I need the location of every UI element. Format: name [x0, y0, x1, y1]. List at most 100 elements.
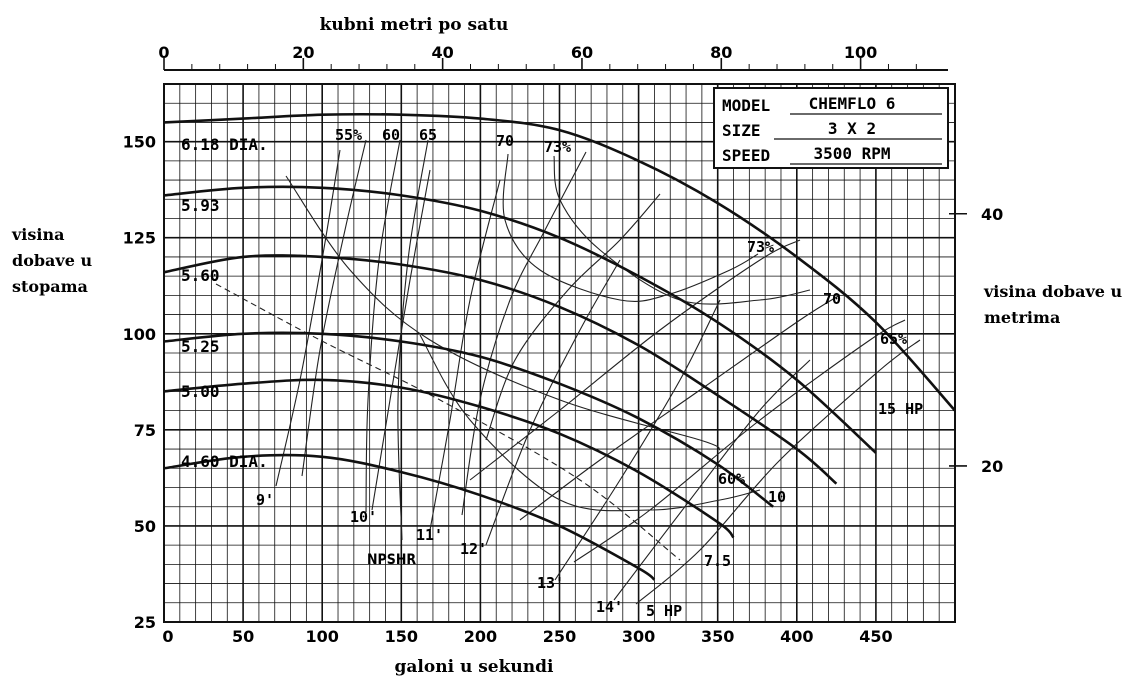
x-tick-label: 50: [232, 627, 254, 646]
impeller-label: 5.25: [181, 337, 220, 356]
info-box: MODEL CHEMFLO 6 SIZE 3 X 2 SPEED 3500 RP…: [713, 87, 949, 169]
npshr-label: 9': [256, 491, 274, 509]
y-axis-title-line-1: visina: [11, 225, 64, 244]
power-label: 5 HP: [646, 602, 682, 620]
efficiency-label: 65: [419, 126, 437, 144]
top-tick-label: 80: [710, 43, 732, 62]
efficiency-label: 60: [382, 126, 400, 144]
secondary-curve: [485, 193, 661, 441]
model-label: MODEL: [722, 96, 770, 115]
x-tick-label: 150: [385, 627, 418, 646]
top-tick-label: 60: [571, 43, 593, 62]
head-curve-2: [163, 185, 877, 454]
right-tick-label: 20: [981, 457, 1003, 476]
y-tick-label: 100: [123, 325, 156, 344]
secondary-curve: [215, 283, 681, 561]
speed-label: SPEED: [722, 146, 770, 165]
efficiency-label: 70: [823, 290, 841, 308]
impeller-labels: 6.18 DIA. 5.93 5.60 5.25 5.00 4.60 DIA.: [181, 135, 268, 471]
impeller-label: 5.93: [181, 196, 220, 215]
x-tick-label: 350: [701, 627, 734, 646]
impeller-label: 4.60 DIA.: [181, 452, 268, 471]
secondary-curve: [635, 339, 921, 605]
efficiency-label: 73%: [544, 138, 571, 156]
efficiency-npshr-power-curves: [215, 139, 921, 605]
y-tick-label: 75: [134, 421, 156, 440]
head-curve-5: [163, 378, 735, 539]
top-axis-ticks: 0 20 40 60 80 100: [158, 43, 917, 70]
secondary-curve: [502, 153, 759, 303]
power-label: 7.5: [704, 552, 731, 570]
impeller-label: 5.60: [181, 266, 220, 285]
x-tick-label: 300: [622, 627, 655, 646]
right-axis-title: visina dobave u metrima: [983, 282, 1128, 327]
efficiency-label: 65%: [880, 330, 907, 348]
curve-annotations: 55% 60 65 70 73% 73% 70 65% 60% 5 HP 7.5 10 15 HP 9' 1…: [256, 126, 923, 620]
npshr-label: 14': [596, 598, 623, 616]
x-tick-label: 250: [543, 627, 576, 646]
y-tick-label: 150: [123, 133, 156, 152]
secondary-curve: [461, 151, 587, 516]
impeller-label: 6.18 DIA.: [181, 135, 268, 154]
head-curve-4: [163, 331, 774, 508]
x-tick-label: 400: [780, 627, 813, 646]
secondary-curve: [419, 334, 761, 512]
secondary-curve: [573, 319, 906, 563]
efficiency-label: 60%: [718, 470, 745, 488]
head-curve-6: [163, 453, 656, 581]
minor-grid: [164, 83, 955, 622]
secondary-curve: [429, 179, 501, 531]
x-tick-label: 450: [859, 627, 892, 646]
secondary-curve: [519, 294, 841, 521]
impeller-label: 5.00: [181, 382, 220, 401]
y-tick-label: 25: [134, 613, 156, 632]
size-value: 3 X 2: [828, 119, 876, 138]
y-axis-title-line-3: stopama: [12, 277, 88, 296]
top-tick-label: 20: [292, 43, 314, 62]
secondary-curve: [485, 259, 621, 546]
x-tick-label: 200: [464, 627, 497, 646]
model-value: CHEMFLO 6: [809, 94, 896, 113]
secondary-curve: [285, 175, 721, 451]
top-tick-label: 40: [432, 43, 454, 62]
right-axis-title-line-1: visina dobave u: [983, 282, 1122, 301]
head-curve-3: [163, 254, 838, 485]
efficiency-label: 55%: [335, 126, 362, 144]
y-axis-title-line-2: dobave u: [12, 251, 92, 270]
plot-frame: [163, 83, 956, 623]
top-tick-label: 0: [158, 43, 169, 62]
x-tick-label: 0: [162, 627, 173, 646]
right-axis-title-line-2: metrima: [984, 308, 1060, 327]
npshr-label: 11': [416, 526, 443, 544]
npshr-title: NPSHR: [367, 552, 416, 568]
secondary-curve: [301, 139, 367, 477]
y-axis-title: visina dobave u stopama: [11, 225, 98, 296]
impeller-head-curves: [163, 112, 956, 581]
head-curve-1: [163, 112, 956, 412]
npshr-label: 10': [350, 508, 377, 526]
y-tick-label: 50: [134, 517, 156, 536]
size-label: SIZE: [722, 121, 761, 140]
efficiency-label: 73%: [747, 238, 774, 256]
y-tick-label: 125: [123, 229, 156, 248]
x-tick-label: 100: [305, 627, 338, 646]
efficiency-label: 70: [496, 132, 514, 150]
top-axis-title: kubni metri po satu: [320, 15, 509, 35]
secondary-curve: [554, 299, 721, 581]
top-tick-label: 100: [844, 43, 877, 62]
secondary-curve: [275, 149, 341, 487]
x-axis-ticks: 0 50 100 150 200 250 300 350 400 450: [162, 627, 892, 646]
secondary-curve: [365, 139, 401, 513]
npshr-label: 13': [537, 574, 564, 592]
power-label: 10: [768, 488, 786, 506]
npshr-label: 12': [460, 540, 487, 558]
y-axis-ticks: 25 50 75 100 125 150: [123, 133, 156, 632]
power-label: 15 HP: [878, 400, 923, 418]
secondary-curve: [553, 155, 811, 305]
speed-value: 3500 RPM: [813, 144, 890, 163]
x-axis-title: galoni u sekundi: [395, 657, 554, 677]
info-box-frame: [713, 87, 949, 169]
right-tick-label: 40: [981, 205, 1003, 224]
